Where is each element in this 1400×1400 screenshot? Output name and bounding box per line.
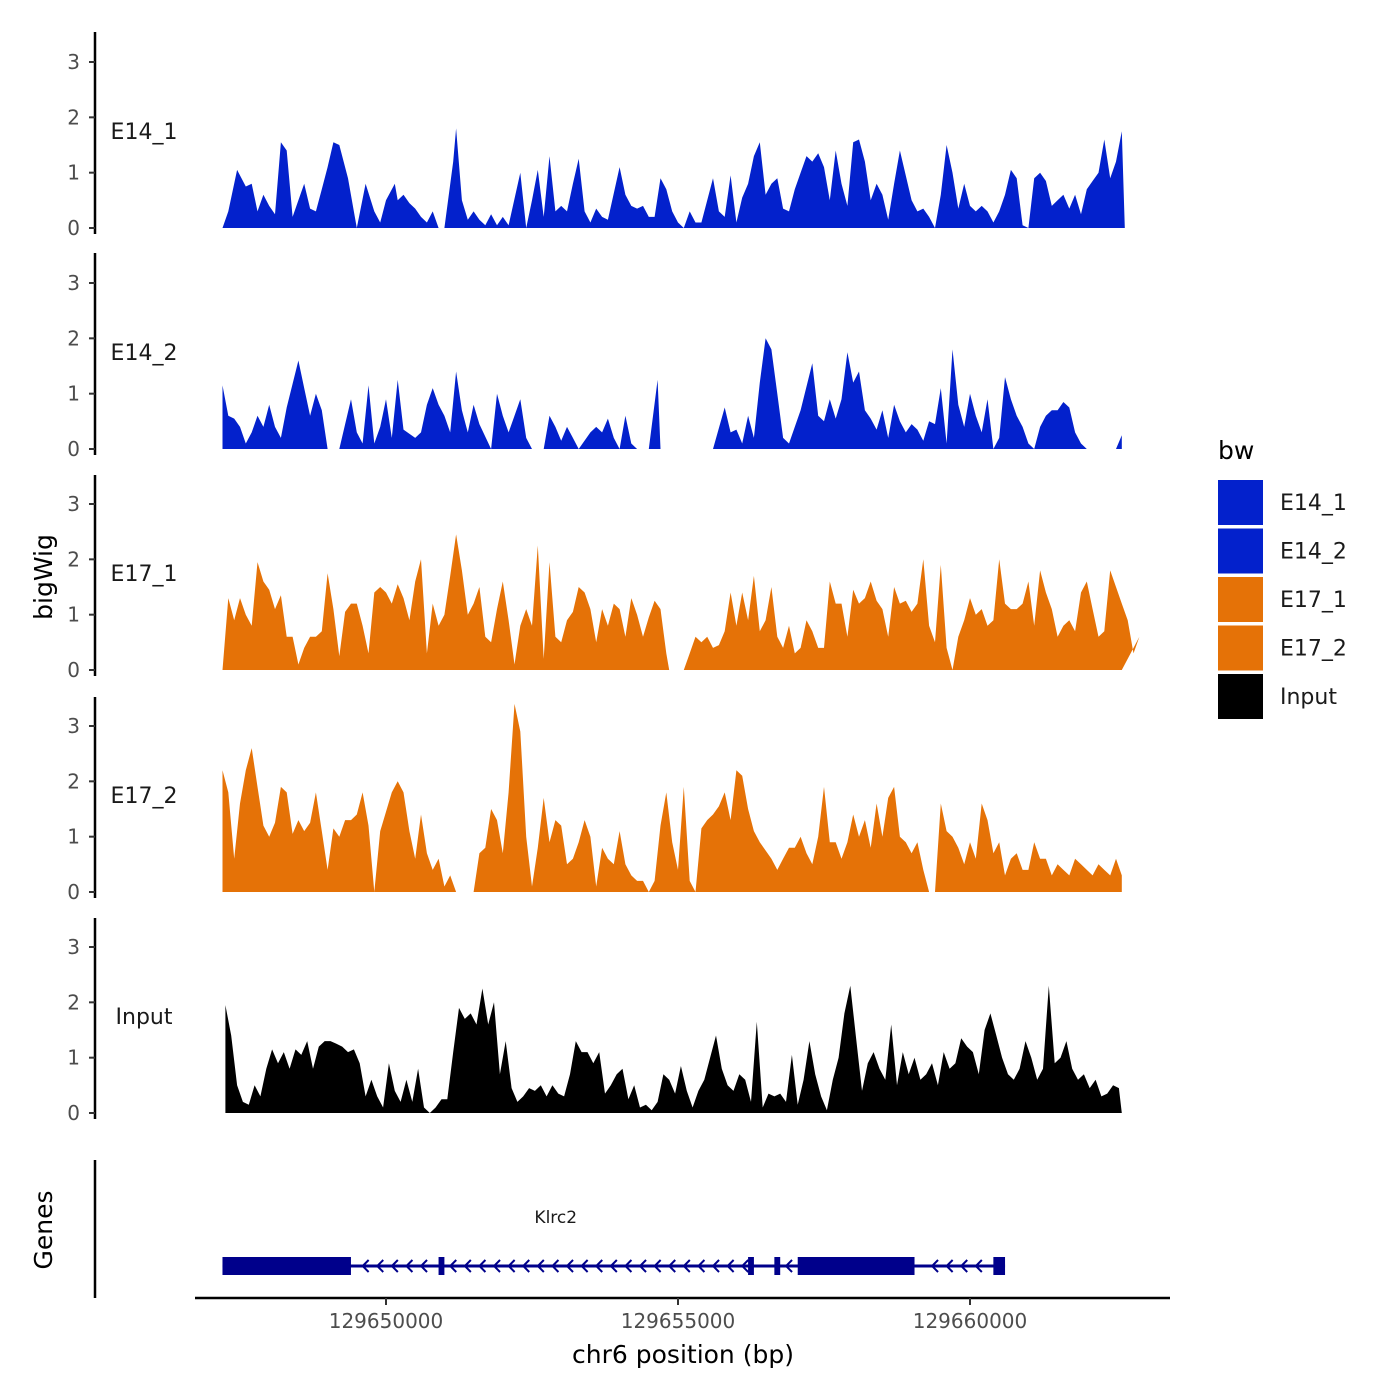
legend-title: bw [1218,436,1254,465]
strand-arrow [726,1259,735,1273]
track-label: E14_1 [111,120,178,145]
gene-exon [797,1257,915,1275]
strand-arrow [448,1259,457,1273]
track-label: E17_1 [111,562,178,587]
legend-label: E14_1 [1280,491,1347,516]
strand-arrow [405,1259,414,1273]
strand-arrow [551,1259,560,1273]
y-tick-label: 1 [67,603,80,627]
y-tick-label: 3 [67,714,80,738]
y-tick-label: 3 [67,271,80,295]
track-label: E17_2 [111,784,178,809]
strand-arrow [478,1259,487,1273]
legend-label: E14_2 [1280,540,1347,565]
coverage-area [222,128,1125,228]
x-tick-label: 129660000 [913,1309,1028,1333]
genes-axis-label: Genes [29,1190,58,1269]
track-label: Input [116,1005,173,1030]
strand-arrow [624,1259,633,1273]
coverage-area [222,534,1140,670]
y-tick-label: 1 [67,382,80,406]
y-tick-label: 2 [67,990,80,1014]
strand-arrow [361,1259,370,1273]
legend-swatch-e17-1 [1218,577,1263,622]
gene-exon [748,1257,754,1275]
x-axis: 129650000 129655000 129660000 [195,1296,1170,1333]
strand-arrow [740,1259,749,1273]
strand-arrow [580,1259,589,1273]
y-tick-label: 0 [67,1101,80,1125]
gene-exon [222,1257,351,1275]
y-tick-label: 2 [67,326,80,350]
gene-exon [774,1257,781,1275]
gene-panel: Klrc2 [93,1160,1006,1298]
y-tick-label: 3 [67,492,80,516]
y-tick-label: 0 [67,216,80,240]
strand-arrow [974,1259,983,1273]
strand-arrow [959,1259,968,1273]
y-tick-label: 3 [67,50,80,74]
y-tick-label: 1 [67,825,80,849]
x-tick-label: 129650000 [329,1309,444,1333]
coverage-area [225,985,1122,1113]
strand-arrow [565,1259,574,1273]
legend-label: Input [1280,685,1337,710]
y-tick-label: 2 [67,769,80,793]
gene-exon [993,1257,1006,1275]
strand-arrow [521,1259,530,1273]
strand-arrow [594,1259,603,1273]
legend-label: E17_1 [1280,588,1347,613]
y-tick-label: 2 [67,547,80,571]
gene-exon [438,1257,445,1275]
y-tick-label: 1 [67,1046,80,1070]
legend-swatch-input [1218,674,1263,719]
strand-arrow [711,1259,720,1273]
y-tick-label: 0 [67,658,80,682]
strand-arrow [419,1259,428,1273]
strand-arrow [390,1259,399,1273]
gene-name-label: Klrc2 [534,1208,577,1228]
track-e14-1: 0 1 2 3 E14_1 [67,32,1125,240]
legend-swatch-e14-1 [1218,480,1263,525]
track-panels: 0 1 2 3 E14_1 0 1 2 3 E14_2 0 1 2 3 E17_1 0 1 2 3 E17_2 0 1 2 3… [67,32,1140,1125]
strand-arrow [507,1259,516,1273]
strand-arrow [463,1259,472,1273]
legend-swatch-e17-2 [1218,625,1263,671]
y-tick-label: 0 [67,437,80,461]
strand-arrow [667,1259,676,1273]
track-label: E14_2 [111,341,178,366]
track-input: 0 1 2 3 Input [67,918,1122,1125]
y-tick-label: 0 [67,880,80,904]
strand-arrow [653,1259,662,1273]
y-axis-label: bigWig [29,534,58,620]
strand-arrow [682,1259,691,1273]
coverage-area [222,338,1122,449]
x-axis-label: chr6 position (bp) [572,1340,794,1369]
legend-label: E17_2 [1280,637,1347,662]
strand-arrow [930,1259,939,1273]
strand-arrow [784,1259,793,1273]
coverage-area [222,703,1122,892]
strand-arrow [945,1259,954,1273]
strand-arrow [492,1259,501,1273]
x-tick-label: 129655000 [621,1309,736,1333]
strand-arrow [609,1259,618,1273]
strand-arrow [375,1259,384,1273]
legend: bw E14_1 E14_2 E17_1 E17_2 Input [1218,436,1347,719]
track-e17-1: 0 1 2 3 E17_1 [67,475,1140,682]
track-e14-2: 0 1 2 3 E14_2 [67,253,1122,461]
track-e17-2: 0 1 2 3 E17_2 [67,697,1122,904]
strand-arrow [536,1259,545,1273]
y-tick-label: 3 [67,935,80,959]
legend-swatch-e14-2 [1218,528,1263,574]
y-tick-label: 1 [67,161,80,185]
strand-arrow [638,1259,647,1273]
y-tick-label: 2 [67,105,80,129]
strand-arrow [697,1259,706,1273]
